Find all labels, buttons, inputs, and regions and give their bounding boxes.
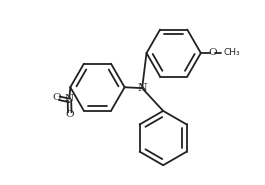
- Text: CH₃: CH₃: [223, 48, 240, 57]
- Text: O: O: [208, 48, 217, 57]
- Text: O: O: [53, 93, 61, 102]
- Text: O: O: [65, 110, 74, 119]
- Text: N: N: [138, 83, 147, 93]
- Text: N: N: [65, 94, 74, 103]
